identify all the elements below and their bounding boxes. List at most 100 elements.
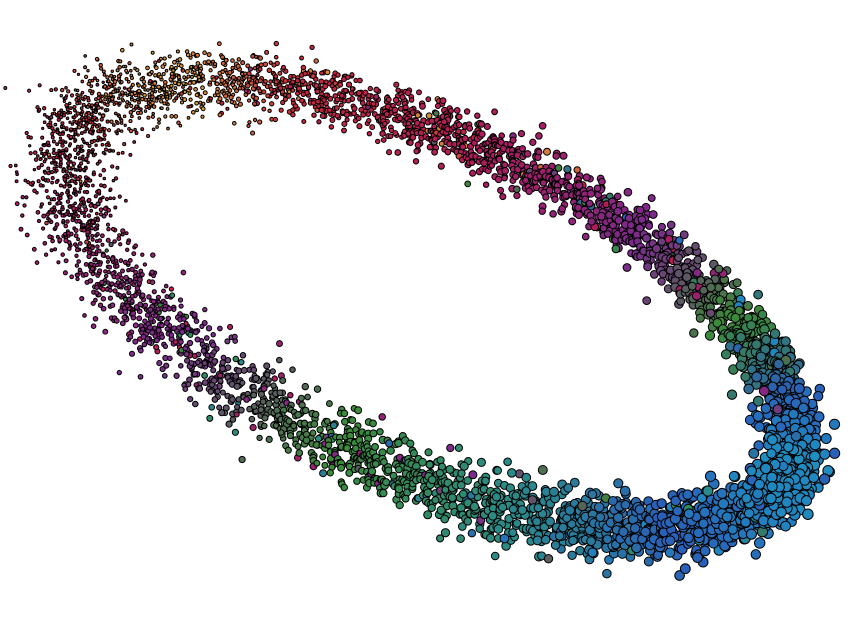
scatter-point xyxy=(92,170,96,175)
scatter-point xyxy=(245,63,251,69)
scatter-point xyxy=(414,141,422,149)
scatter-point xyxy=(114,274,121,280)
scatter-point xyxy=(66,231,71,236)
scatter-point xyxy=(90,245,95,251)
scatter-point xyxy=(166,84,171,89)
scatter-point xyxy=(55,151,59,156)
scatter-point xyxy=(141,79,147,85)
scatter-point xyxy=(24,195,29,200)
scatter-point xyxy=(337,81,344,88)
scatter-point xyxy=(216,41,222,47)
scatter-point xyxy=(378,413,386,421)
scatter-point xyxy=(407,139,414,146)
scatter-point xyxy=(730,312,741,323)
scatter-point xyxy=(98,137,103,142)
scatter-point xyxy=(23,178,28,183)
scatter-point xyxy=(60,252,65,257)
scatter-point xyxy=(752,410,764,422)
scatter-point xyxy=(239,379,246,386)
scatter-point xyxy=(434,102,441,110)
scatter-point xyxy=(83,65,88,70)
scatter-point xyxy=(73,88,78,92)
scatter-point xyxy=(262,61,269,68)
scatter-point xyxy=(605,210,614,219)
scatter-point xyxy=(366,92,372,99)
scatter-point xyxy=(503,457,512,467)
scatter-point xyxy=(425,112,433,120)
scatter-point xyxy=(74,132,78,136)
scatter-point xyxy=(173,114,179,119)
scatter-point xyxy=(28,151,33,156)
scatter-point xyxy=(98,112,102,116)
scatter-point xyxy=(27,88,32,93)
scatter-point xyxy=(345,74,351,80)
scatter-point xyxy=(109,281,115,287)
scatter-point xyxy=(76,72,81,77)
scatter-point xyxy=(341,120,348,127)
scatter-point xyxy=(110,69,115,74)
scatter-point xyxy=(160,95,166,100)
scatter-point xyxy=(219,89,224,94)
scatter-point xyxy=(158,74,163,80)
scatter-point xyxy=(108,241,114,248)
scatter-point xyxy=(223,67,228,73)
scatter-point xyxy=(64,140,68,144)
scatter-point xyxy=(118,59,123,64)
scatter-point xyxy=(106,269,111,275)
scatter-point xyxy=(119,118,124,123)
scatter-point xyxy=(155,306,161,312)
scatter-point xyxy=(274,94,280,100)
scatter-point xyxy=(106,79,111,83)
scatter-point xyxy=(137,373,144,380)
scatter-point xyxy=(48,210,53,215)
scatter-point xyxy=(128,152,133,157)
scatter-point xyxy=(93,227,98,232)
scatter-point xyxy=(384,466,393,475)
scatter-point xyxy=(95,138,100,143)
scatter-point xyxy=(265,435,273,443)
scatter-point xyxy=(113,176,119,181)
scatter-point xyxy=(247,66,254,72)
scatter-point xyxy=(154,65,159,70)
scatter-point xyxy=(425,96,432,103)
scatter-point xyxy=(77,156,82,161)
scatter-point xyxy=(33,157,39,162)
scatter-point xyxy=(153,337,160,344)
scatter-point xyxy=(74,247,80,253)
scatter-point xyxy=(84,239,90,245)
scatter-point xyxy=(533,503,543,513)
scatter-point xyxy=(36,179,41,184)
scatter-point xyxy=(115,68,120,73)
scatter-point xyxy=(76,95,81,100)
scatter-point xyxy=(474,112,481,119)
scatter-point xyxy=(268,60,273,65)
scatter-point xyxy=(49,88,54,93)
scatter-point xyxy=(743,383,755,395)
scatter-point xyxy=(704,470,717,482)
scatter-point xyxy=(225,98,229,103)
scatter-point xyxy=(343,87,349,94)
scatter-point xyxy=(558,522,568,533)
scatter-point xyxy=(647,194,656,203)
scatter-point xyxy=(153,73,158,78)
scatter-point xyxy=(457,469,466,478)
scatter-point xyxy=(22,203,27,208)
scatter-point xyxy=(305,84,312,90)
scatter-point xyxy=(542,193,550,201)
scatter-point xyxy=(131,251,137,257)
scatter-point xyxy=(250,402,258,410)
scatter-point xyxy=(85,229,90,235)
scatter-point xyxy=(116,369,122,376)
scatter-point xyxy=(301,382,310,391)
scatter-point xyxy=(43,252,49,257)
scatter-point xyxy=(38,183,43,188)
scatter-point xyxy=(772,404,783,415)
scatter-point xyxy=(622,263,632,272)
scatter-point xyxy=(287,392,294,399)
scatter-point xyxy=(132,322,139,329)
scatter-point xyxy=(61,218,66,223)
scatter-point xyxy=(156,84,161,90)
scatter-point xyxy=(79,296,85,302)
scatter-point xyxy=(423,488,433,498)
scatter-point xyxy=(83,54,88,58)
